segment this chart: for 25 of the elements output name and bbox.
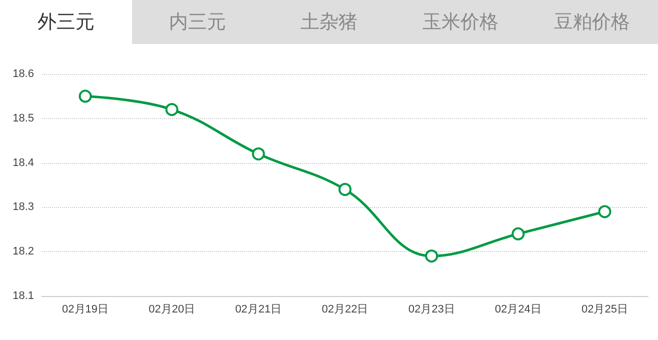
point	[78, 90, 92, 103]
point	[598, 205, 612, 218]
y-tick-label: 18.4	[12, 156, 34, 169]
point	[252, 147, 265, 160]
point	[165, 103, 178, 116]
x-tick-label: 02月19日	[62, 304, 109, 316]
y-tick-label: 18.1	[12, 290, 34, 302]
x-tick-label: 02月25日	[581, 304, 628, 316]
x-tick-label: 02月20日	[148, 304, 196, 316]
x-tick-label: 02月23日	[408, 304, 455, 316]
point	[425, 250, 438, 263]
text: 外三元	[0, 0, 132, 44]
point	[512, 227, 525, 240]
text: 豆粕价格	[526, 0, 658, 44]
x-tick-label: 02月22日	[322, 304, 368, 316]
y-tick-label: 18.3	[12, 201, 34, 214]
y-tick-label: 18.6	[12, 68, 34, 80]
point	[338, 182, 352, 196]
x-tick-label: 02月21日	[235, 304, 282, 316]
text: 玉米价格	[394, 0, 526, 44]
x-tick-label: 02月24日	[494, 304, 542, 316]
text: 内三元	[132, 0, 264, 44]
y-tick-label: 18.5	[12, 112, 34, 124]
text: 土杂猪	[263, 0, 395, 44]
y-tick-label: 18.2	[12, 246, 34, 258]
